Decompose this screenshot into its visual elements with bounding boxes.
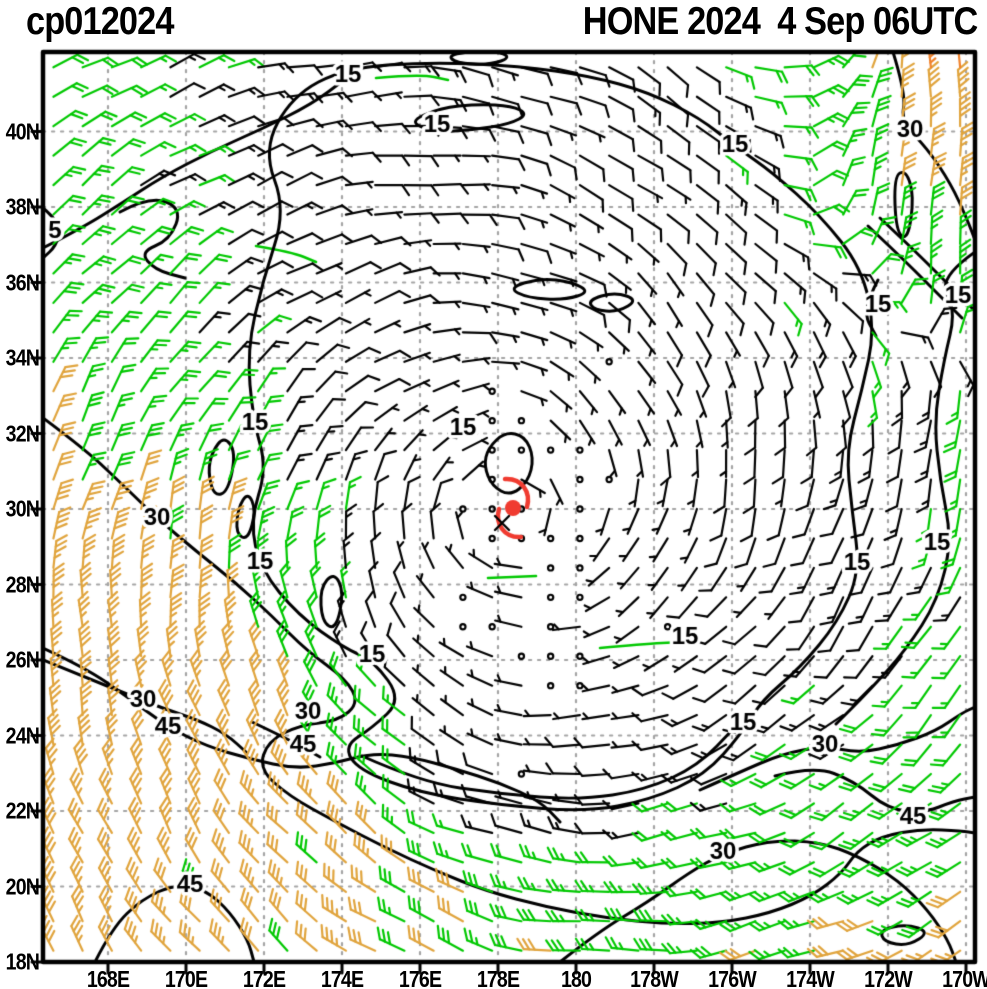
x-axis-label: 172E — [242, 966, 286, 989]
y-axis-label: 18N — [5, 948, 40, 975]
x-axis-label: 168E — [86, 966, 130, 989]
y-axis-label: 24N — [5, 722, 40, 748]
y-axis-label: 22N — [5, 797, 40, 824]
x-axis-label: 174W — [786, 966, 835, 989]
x-axis-label: 178E — [476, 966, 520, 989]
y-axis-label: 20N — [5, 873, 40, 899]
x-axis-label: 178W — [630, 966, 679, 989]
y-axis-label: 38N — [5, 193, 40, 220]
y-axis-label: 26N — [5, 646, 40, 673]
y-axis-label: 36N — [5, 269, 40, 295]
y-axis-label: 30N — [5, 495, 40, 522]
x-axis-label: 170W — [942, 966, 987, 989]
x-axis-label: 176E — [398, 966, 442, 989]
y-axis-label: 32N — [5, 420, 40, 446]
x-axis-label: 172W — [864, 966, 913, 989]
x-axis-label: 174E — [320, 966, 364, 989]
x-axis-label: 176W — [708, 966, 757, 989]
y-axis-label: 28N — [5, 571, 40, 597]
x-axis-label: 180 — [560, 966, 592, 989]
x-axis-label: 170E — [164, 966, 208, 989]
y-axis-label: 40N — [5, 118, 40, 144]
y-axis-label: 34N — [5, 344, 40, 371]
